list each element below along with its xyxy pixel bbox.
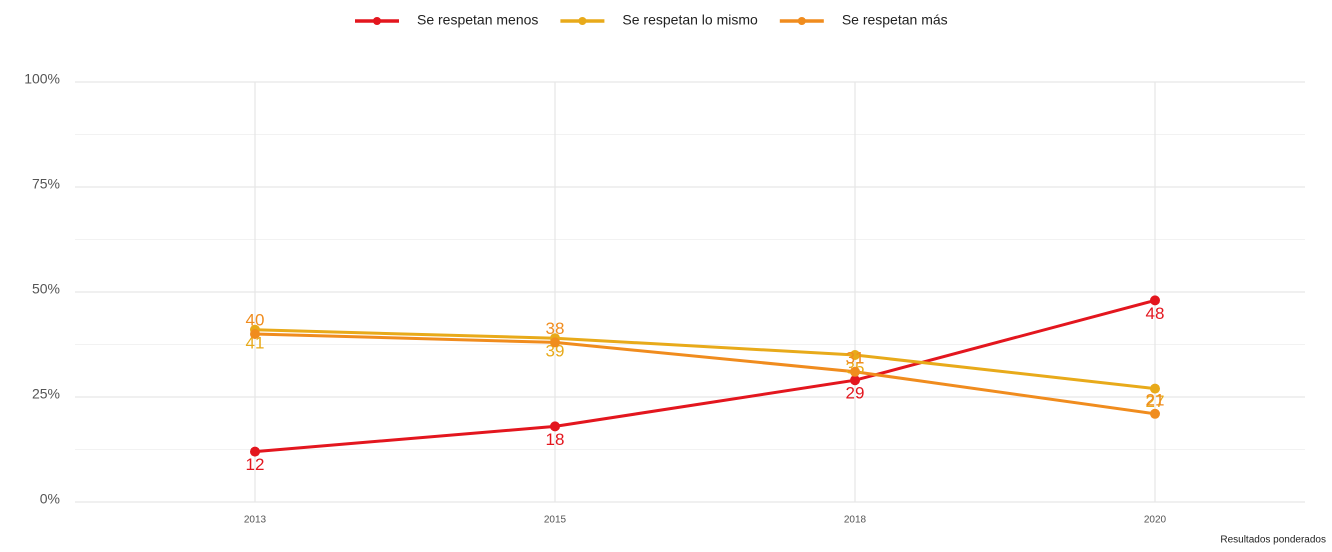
point bbox=[250, 446, 260, 457]
value-label: 39 bbox=[546, 342, 565, 361]
y-tick-label: 25% bbox=[32, 386, 60, 402]
legend-dot bbox=[797, 17, 806, 25]
point bbox=[550, 337, 560, 348]
legend-label: Se respetan lo mismo bbox=[622, 12, 758, 28]
x-tick-label: 2013 bbox=[244, 515, 267, 526]
value-label: 40 bbox=[246, 310, 265, 329]
legend-label: Se respetan más bbox=[842, 12, 948, 28]
value-label: 48 bbox=[1146, 304, 1165, 323]
x-tick-label: 2015 bbox=[544, 515, 567, 526]
y-tick-label: 75% bbox=[32, 176, 60, 192]
point bbox=[850, 350, 860, 360]
y-tick-label: 100% bbox=[24, 71, 60, 87]
point bbox=[250, 329, 260, 339]
value-label: 27 bbox=[1146, 392, 1165, 411]
series-line bbox=[254, 298, 1156, 454]
point bbox=[850, 366, 860, 377]
series-line bbox=[254, 328, 1156, 391]
point bbox=[1150, 408, 1160, 419]
y-tick-label: 50% bbox=[32, 281, 60, 297]
value-label: 18 bbox=[546, 430, 565, 449]
legend-dot bbox=[578, 17, 587, 25]
y-tick-label: 0% bbox=[40, 491, 60, 507]
legend-dot bbox=[373, 17, 381, 25]
x-tick-label: 2020 bbox=[1144, 515, 1167, 526]
legend-label: Se respetan menos bbox=[417, 12, 538, 28]
value-label: 21 bbox=[1146, 390, 1165, 409]
point bbox=[550, 421, 560, 432]
value-label: 38 bbox=[546, 319, 565, 338]
caption: Resultados ponderados bbox=[1220, 535, 1326, 546]
value-label: 12 bbox=[246, 455, 265, 474]
series-line bbox=[254, 332, 1156, 416]
value-label: 29 bbox=[846, 384, 865, 403]
point bbox=[1150, 383, 1160, 394]
value-label: 41 bbox=[246, 333, 265, 352]
point bbox=[1150, 295, 1160, 306]
value-label: 31 bbox=[846, 348, 865, 367]
point bbox=[850, 375, 860, 386]
x-tick-label: 2018 bbox=[844, 515, 867, 526]
